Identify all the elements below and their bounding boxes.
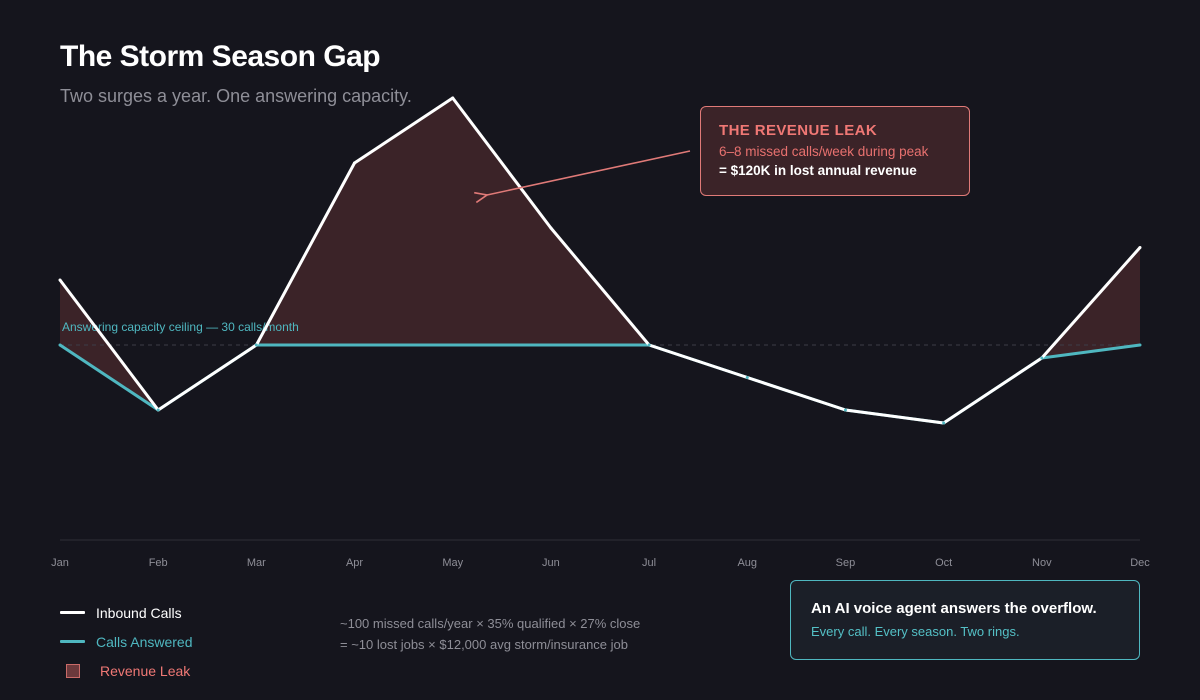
legend-item-inbound: Inbound Calls	[60, 598, 193, 627]
capacity-ceiling-label: Answering capacity ceiling — 30 calls/mo…	[62, 320, 299, 334]
answered-data-point	[353, 343, 357, 347]
answered-data-point	[254, 343, 258, 347]
legend-label-inbound: Inbound Calls	[96, 604, 182, 621]
x-tick-label: Jan	[51, 557, 69, 569]
cta-subtitle: Every call. Every season. Two rings.	[811, 624, 1020, 639]
answered-data-point	[451, 343, 455, 347]
inbound-data-point	[353, 161, 357, 165]
x-tick-label: Dec	[1130, 557, 1150, 569]
x-tick-label: Jul	[642, 557, 656, 569]
answered-data-point	[1040, 356, 1044, 360]
callout-total: = $120K in lost annual revenue	[719, 163, 917, 178]
answered-data-point	[647, 343, 651, 347]
answered-data-point	[745, 376, 749, 379]
inbound-data-point	[1138, 246, 1142, 249]
legend-label-leak: Revenue Leak	[100, 662, 191, 679]
answered-data-point	[843, 408, 847, 412]
x-tick-label: Oct	[935, 557, 952, 569]
answered-data-point	[549, 343, 553, 347]
legend-item-leak: Revenue Leak	[60, 656, 193, 685]
cta-box: An AI voice agent answers the overflow. …	[790, 580, 1140, 660]
x-tick-label: Apr	[346, 557, 363, 569]
x-tick-label: Sep	[836, 557, 856, 569]
answered-data-point	[1138, 343, 1142, 347]
answered-data-point	[156, 408, 160, 412]
inbound-data-point	[58, 278, 62, 282]
revenue-leak-area	[60, 98, 1140, 423]
chart-title: The Storm Season Gap	[60, 40, 381, 73]
x-tick-label: Mar	[247, 557, 266, 569]
callout-title: THE REVENUE LEAK	[719, 122, 878, 139]
x-tick-label: Feb	[149, 557, 168, 569]
math-note: ~100 missed calls/year × 35% qualified ×…	[340, 613, 640, 655]
legend-swatch-inbound	[60, 611, 85, 614]
series-line-inbound-calls	[58, 96, 1142, 425]
inbound-data-point	[451, 96, 455, 100]
callout-detail: 6–8 missed calls/week during peak	[719, 144, 929, 159]
legend-label-answered: Calls Answered	[96, 633, 193, 650]
cta-title: An AI voice agent answers the overflow.	[811, 600, 1097, 617]
math-note-line2: = ~10 lost jobs × $12,000 avg storm/insu…	[340, 637, 628, 652]
revenue-leak-callout: THE REVENUE LEAK 6–8 missed calls/week d…	[700, 106, 970, 196]
x-tick-label: May	[442, 557, 463, 569]
x-tick-label: Nov	[1032, 557, 1052, 569]
legend-item-answered: Calls Answered	[60, 627, 193, 656]
legend-swatch-leak	[66, 663, 80, 678]
inbound-data-point	[549, 226, 553, 230]
x-axis-ticks: Jan Feb Mar Apr May Jun Jul Aug Sep Oct Nov Dec	[51, 557, 1150, 569]
series-line-calls-answered	[59, 343, 1141, 425]
chart-subtitle: Two surges a year. One answering capacit…	[60, 86, 412, 106]
callout-arrow	[487, 150, 691, 195]
answered-data-point	[942, 421, 946, 425]
answered-data-point	[58, 343, 62, 347]
x-tick-label: Aug	[737, 557, 757, 569]
legend-swatch-answered	[60, 640, 85, 643]
math-note-line1: ~100 missed calls/year × 35% qualified ×…	[340, 616, 641, 631]
x-tick-label: Jun	[542, 557, 560, 569]
legend: Inbound Calls Calls Answered Revenue Lea…	[60, 598, 193, 685]
